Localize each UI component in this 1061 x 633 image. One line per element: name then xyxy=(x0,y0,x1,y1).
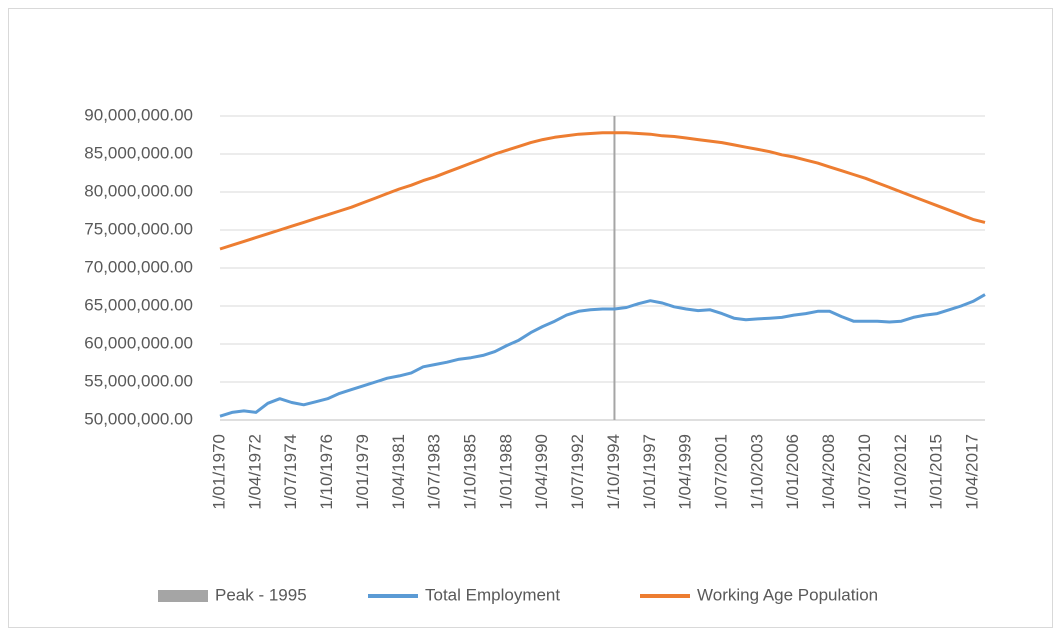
legend-swatch xyxy=(158,590,208,602)
legend-label: Working Age Population xyxy=(697,585,878,604)
x-tick-label: 1/04/2008 xyxy=(819,434,838,510)
x-tick-label: 1/04/2017 xyxy=(963,434,982,510)
x-tick-label: 1/10/1994 xyxy=(604,434,623,510)
x-tick-label: 1/01/2006 xyxy=(783,434,802,510)
x-tick-label: 1/07/1992 xyxy=(568,434,587,510)
y-tick-label: 65,000,000.00 xyxy=(84,295,193,314)
x-tick-label: 1/07/2001 xyxy=(712,434,731,510)
x-tick-label: 1/04/1990 xyxy=(532,434,551,510)
line-series xyxy=(219,293,986,418)
legend-label: Peak - 1995 xyxy=(215,585,307,604)
x-tick-label: 1/04/1981 xyxy=(389,434,408,510)
y-tick-label: 70,000,000.00 xyxy=(84,257,193,276)
x-tick-label: 1/10/1976 xyxy=(317,434,336,510)
x-tick-label: 1/01/1979 xyxy=(353,434,372,510)
peak-bar xyxy=(613,116,616,420)
y-tick-label: 50,000,000.00 xyxy=(84,409,193,428)
x-tick-label: 1/10/1985 xyxy=(461,434,480,510)
y-tick-label: 90,000,000.00 xyxy=(84,105,193,124)
legend-label: Total Employment xyxy=(425,585,560,604)
x-tick-label: 1/04/1972 xyxy=(245,434,264,510)
y-tick-label: 85,000,000.00 xyxy=(84,143,193,162)
line-series xyxy=(219,131,986,251)
x-tick-label: 1/04/1999 xyxy=(676,434,695,510)
chart-frame xyxy=(8,8,1053,628)
x-tick-label: 1/07/2010 xyxy=(855,434,874,510)
x-tick-label: 1/01/2015 xyxy=(927,434,946,510)
x-tick-label: 1/01/1988 xyxy=(496,434,515,510)
x-tick-label: 1/10/2012 xyxy=(891,434,910,510)
x-tick-label: 1/07/1983 xyxy=(425,434,444,510)
x-tick-label: 1/07/1974 xyxy=(281,434,300,510)
y-tick-label: 75,000,000.00 xyxy=(84,219,193,238)
x-tick-label: 1/01/1997 xyxy=(640,434,659,510)
x-tick-label: 1/01/1970 xyxy=(209,434,228,510)
y-tick-label: 60,000,000.00 xyxy=(84,333,193,352)
y-tick-label: 80,000,000.00 xyxy=(84,181,193,200)
y-tick-label: 55,000,000.00 xyxy=(84,371,193,390)
x-tick-label: 1/10/2003 xyxy=(747,434,766,510)
